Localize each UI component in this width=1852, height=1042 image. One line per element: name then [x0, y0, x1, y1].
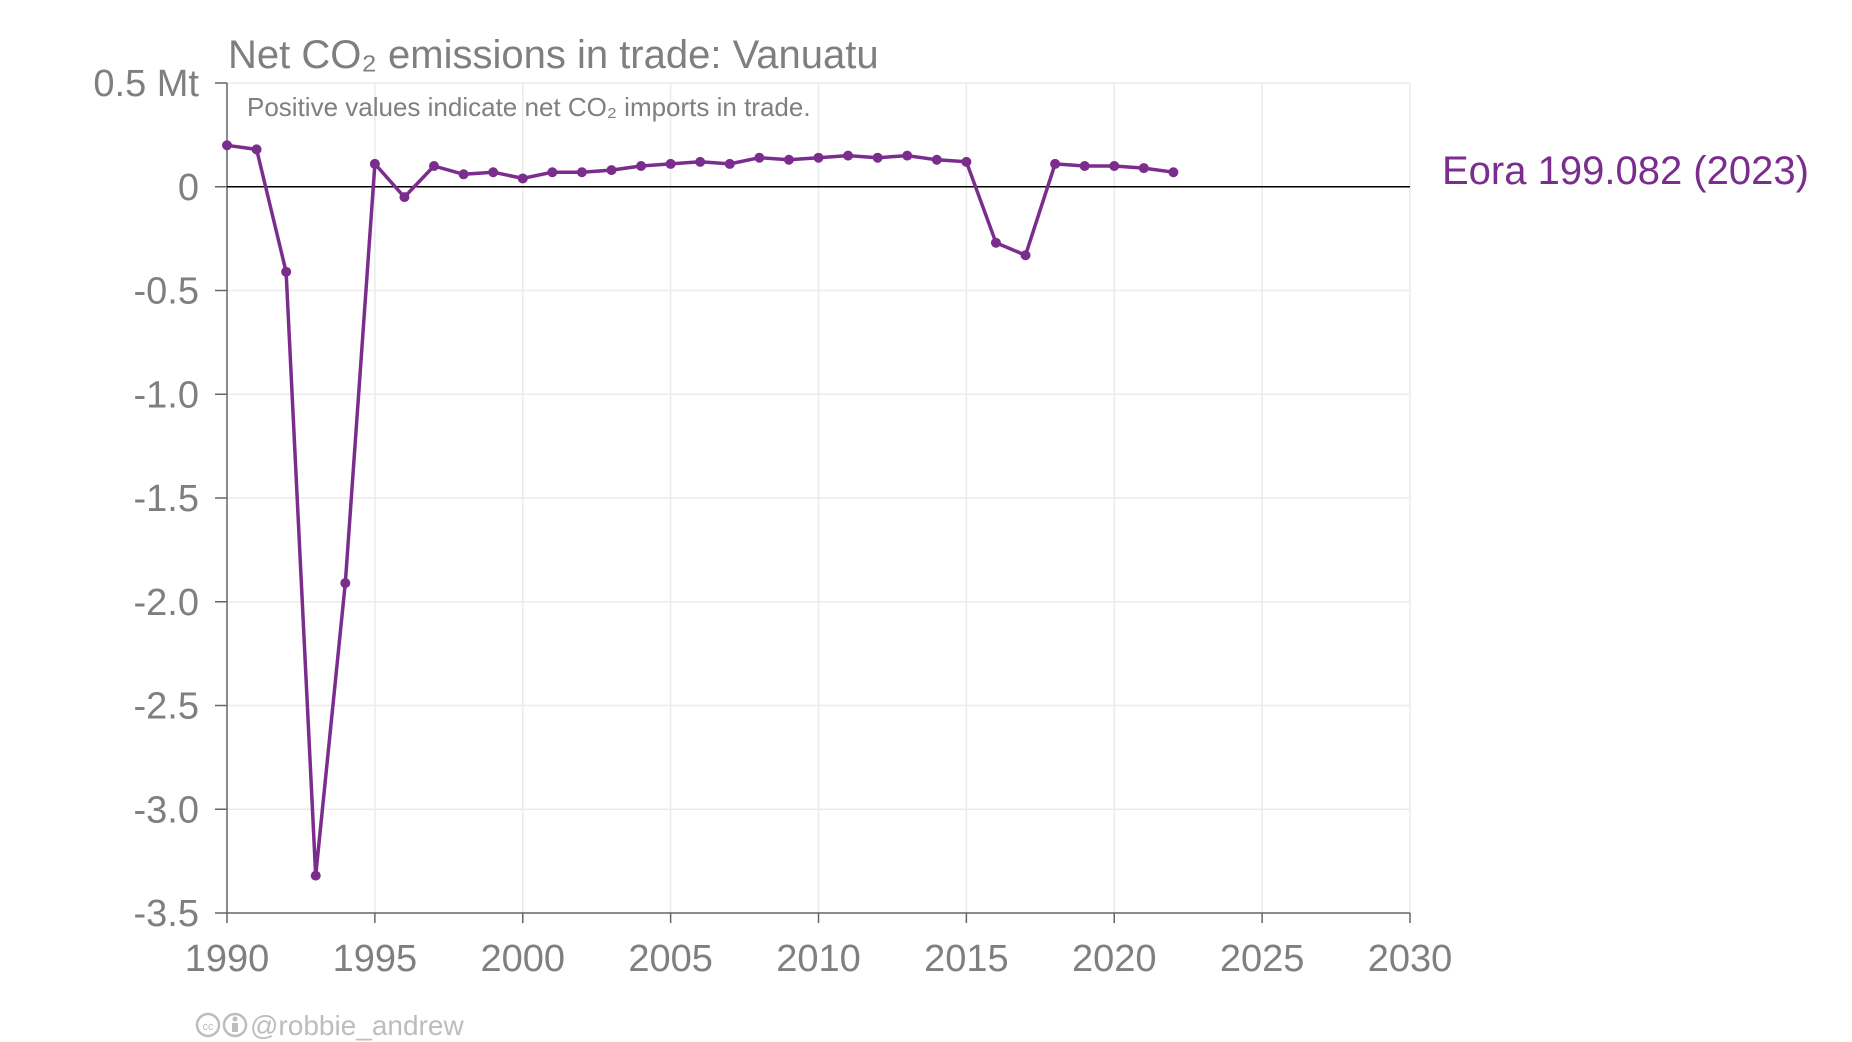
- y-tick-label: -1.0: [134, 374, 199, 416]
- data-point: [576, 167, 587, 178]
- data-point: [1020, 250, 1031, 261]
- data-point: [251, 144, 262, 155]
- y-tick-label: -3.0: [134, 789, 199, 831]
- data-point: [843, 150, 854, 161]
- data-point: [754, 152, 765, 163]
- series: [222, 140, 1179, 881]
- by-icon: [222, 1012, 248, 1038]
- cc-icon: cc: [195, 1012, 221, 1038]
- data-point: [458, 169, 469, 180]
- data-point: [665, 158, 676, 169]
- y-tick-labels: 0.5 Mt 0 -0.5 -1.0 -1.5 -2.0 -2.5 -3.0 -3.5: [93, 63, 199, 935]
- x-tick-label: 2020: [1072, 938, 1157, 980]
- x-tick-label: 2015: [924, 938, 1009, 980]
- data-point: [488, 167, 499, 178]
- y-tick-label: -1.5: [134, 478, 199, 520]
- data-point: [1138, 163, 1149, 174]
- data-point: [1109, 161, 1120, 171]
- y-tick-label: -0.5: [134, 271, 199, 313]
- y-tick-label: -2.5: [134, 686, 199, 728]
- data-point: [783, 154, 794, 165]
- chart-title: Net CO₂ emissions in trade: Vanuatu: [228, 33, 879, 77]
- data-point: [281, 266, 292, 277]
- x-tick-label: 2005: [628, 938, 713, 980]
- data-point: [429, 161, 440, 171]
- x-tick-label: 1990: [185, 938, 270, 980]
- chart-subtitle: Positive values indicate net CO₂ imports…: [247, 92, 811, 122]
- data-point: [399, 192, 410, 203]
- axes: [215, 82, 1411, 923]
- data-point: [222, 140, 232, 151]
- data-point: [695, 156, 706, 167]
- data-point: [931, 154, 942, 165]
- data-point: [1168, 167, 1179, 178]
- data-point: [961, 156, 972, 167]
- data-point: [872, 152, 883, 163]
- y-tick-label: 0: [178, 167, 199, 209]
- data-point: [724, 158, 735, 169]
- y-tick-label: -2.0: [134, 582, 199, 624]
- x-tick-label: 2010: [776, 938, 861, 980]
- data-point: [369, 158, 380, 169]
- data-point: [310, 870, 321, 881]
- data-point: [990, 237, 1001, 248]
- data-point: [636, 161, 647, 171]
- y-tick-label: -3.5: [134, 893, 199, 935]
- x-tick-label: 2030: [1368, 938, 1453, 980]
- data-point: [1079, 161, 1090, 171]
- data-point: [606, 165, 617, 176]
- data-point: [547, 167, 558, 178]
- grid: [227, 82, 1411, 913]
- data-point: [340, 578, 351, 589]
- series-line: [226, 143, 1174, 878]
- data-point: [1050, 158, 1061, 169]
- x-tick-labels: 1990 1995 2000 2005 2010 2015 2020 2025 2030: [185, 938, 1453, 980]
- data-point: [517, 173, 528, 184]
- svg-text:cc: cc: [203, 1021, 215, 1033]
- data-point: [813, 152, 824, 163]
- credit: cc @robbie_andrew: [195, 1010, 464, 1041]
- data-point: [902, 150, 913, 161]
- series-label: Eora 199.082 (2023): [1442, 149, 1809, 193]
- credit-handle: @robbie_andrew: [250, 1010, 464, 1041]
- x-tick-label: 2025: [1220, 938, 1305, 980]
- x-tick-label: 2000: [480, 938, 565, 980]
- y-tick-label: 0.5 Mt: [93, 63, 199, 105]
- x-tick-label: 1995: [333, 938, 418, 980]
